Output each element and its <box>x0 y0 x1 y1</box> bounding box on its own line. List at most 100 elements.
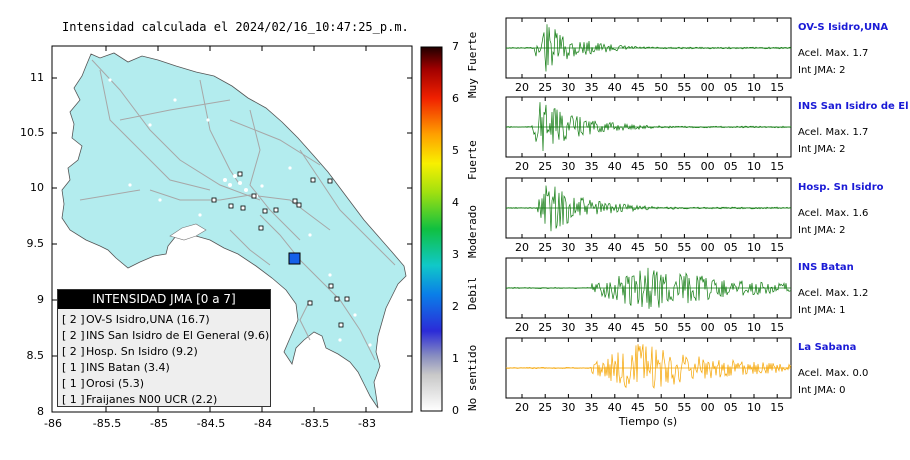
legend-item-name: INS Batan (3.4) <box>86 361 170 374</box>
legend-item-name: Orosi (5.3) <box>86 377 145 390</box>
colorbar-tick-label: 0 <box>452 404 459 417</box>
station-marker <box>273 207 279 213</box>
waveform-tick-label: 45 <box>631 241 645 254</box>
waveform-tick-label: 45 <box>631 81 645 94</box>
station-jma-intensity: Int JMA: 2 <box>798 225 846 236</box>
waveform-tick-label: 35 <box>584 160 599 173</box>
station-marker <box>334 296 340 302</box>
waveform-tick-label: 30 <box>561 160 576 173</box>
waveform-tick-label: 30 <box>561 81 576 94</box>
gulf-of-nicoya <box>169 223 207 241</box>
waveform-tick-label: 25 <box>538 401 553 414</box>
waveform-tick-label: 50 <box>654 241 669 254</box>
lon-tick-label: -83 <box>358 417 376 430</box>
waveform-tick-label: 40 <box>607 401 622 414</box>
waveform-tick-label: 25 <box>538 321 553 334</box>
waveform-tick-label: 45 <box>631 401 645 414</box>
legend-item-rank: [ 1 ] <box>62 361 85 374</box>
colorbar-category-label: No sentido <box>466 344 479 411</box>
map-title: Intensidad calculada el 2024/02/16_10:47… <box>62 20 409 34</box>
lat-tick-label: 11 <box>30 71 44 84</box>
station-name: Hosp. Sn Isidro <box>798 182 884 193</box>
colorbar-category-label: Debil <box>466 276 479 310</box>
waveform-tick-label: 05 <box>723 401 738 414</box>
waveform-tick-label: 50 <box>654 81 669 94</box>
station-marker <box>258 225 264 231</box>
station-marker <box>211 197 217 203</box>
waveform-tick-label: 25 <box>538 241 553 254</box>
waveform-tick-label: 40 <box>607 81 622 94</box>
legend-item: [ 2 ]Hosp. Sn Isidro (9.2) <box>62 344 270 360</box>
lat-tick-label: 10 <box>30 181 44 194</box>
lon-tick-label: -86 <box>44 417 62 430</box>
lat-tick-label: 10.5 <box>20 126 45 139</box>
colorbar-category-label: Moderado <box>466 205 479 258</box>
waveform-tick-label: 10 <box>747 401 761 414</box>
legend-item-rank: [ 1 ] <box>62 393 85 406</box>
waveform-tick-label: 20 <box>515 321 529 334</box>
towns-layer <box>108 78 372 347</box>
waveform-tick-label: 40 <box>607 160 622 173</box>
station-name: INS Batan <box>798 262 854 273</box>
waveform-tick-label: 10 <box>747 160 761 173</box>
station-marker <box>307 300 313 306</box>
waveform-x-axis-label: Tiempo (s) <box>618 415 678 428</box>
station-marker <box>240 205 246 211</box>
waveform-tick-label: 55 <box>677 321 692 334</box>
station-marker <box>344 296 350 302</box>
station-jma-intensity: Int JMA: 2 <box>798 144 846 155</box>
colorbar-tick-label: 6 <box>452 92 459 105</box>
legend-item: [ 1 ]INS Batan (3.4) <box>62 360 270 376</box>
waveform-tick-label: 35 <box>584 401 599 414</box>
station-max-acceleration: Acel. Max. 0.0 <box>798 368 869 379</box>
waveform-tick-label: 25 <box>538 160 553 173</box>
waveform-tick-label: 40 <box>607 241 622 254</box>
waveform-signal <box>505 102 792 152</box>
colorbar-tick-label: 5 <box>452 144 459 157</box>
waveform-tick-label: 20 <box>515 81 529 94</box>
legend-item: [ 1 ]Fraijanes N00 UCR (2.2) <box>62 392 270 408</box>
station-jma-intensity: Int JMA: 1 <box>798 305 846 316</box>
legend-item: [ 2 ]OV-S Isidro,UNA (16.7) <box>62 312 270 328</box>
legend-item-name: INS San Isidro de El General (9.6) <box>86 329 270 342</box>
lon-tick-label: -85 <box>150 417 168 430</box>
colorbar-tick-label: 7 <box>452 40 459 53</box>
waveform-tick-label: 15 <box>770 160 785 173</box>
waveform-tick-label: 10 <box>747 81 761 94</box>
waveform-tick-label: 05 <box>723 81 738 94</box>
waveform-tick-label: 45 <box>631 160 645 173</box>
colorbar-tick-label: 3 <box>452 248 459 261</box>
legend-list: [ 2 ]OV-S Isidro,UNA (16.7)[ 2 ]INS San … <box>58 309 270 408</box>
station-marker <box>328 283 334 289</box>
lon-tick-label: -84 <box>254 417 272 430</box>
colorbar-tick-label: 4 <box>452 196 459 209</box>
stations-layer <box>211 171 350 328</box>
waveform-tick-label: 50 <box>654 401 669 414</box>
lat-tick-label: 9.5 <box>26 237 45 250</box>
station-marker <box>292 198 298 204</box>
waveform-tick-label: 55 <box>677 401 692 414</box>
station-marker <box>296 202 302 208</box>
waveform-tick-label: 05 <box>723 241 738 254</box>
waveform-signal <box>505 185 792 232</box>
waveform-tick-label: 55 <box>677 241 692 254</box>
lon-tick-label: -83.5 <box>300 417 330 430</box>
waveform-tick-label: 15 <box>770 401 785 414</box>
legend-item: [ 2 ]INS San Isidro de El General (9.6) <box>62 328 270 344</box>
station-marker <box>237 171 243 177</box>
waveform-tick-label: 45 <box>631 321 645 334</box>
epicenter-marker <box>288 252 301 265</box>
legend-item-name: Hosp. Sn Isidro (9.2) <box>86 345 198 358</box>
lat-tick-label: 9 <box>37 293 44 306</box>
waveform-tick-label: 50 <box>654 321 669 334</box>
waveform-tick-label: 30 <box>561 241 576 254</box>
waveform-tick-label: 00 <box>700 81 715 94</box>
legend-item-name: Fraijanes N00 UCR (2.2) <box>86 393 218 406</box>
legend-item-rank: [ 1 ] <box>62 377 85 390</box>
station-marker <box>262 208 268 214</box>
colorbar-category-label: Muy Fuerte <box>466 31 479 98</box>
colorbar-scale <box>420 46 443 412</box>
station-marker <box>228 203 234 209</box>
waveform-tick-label: 10 <box>747 321 761 334</box>
